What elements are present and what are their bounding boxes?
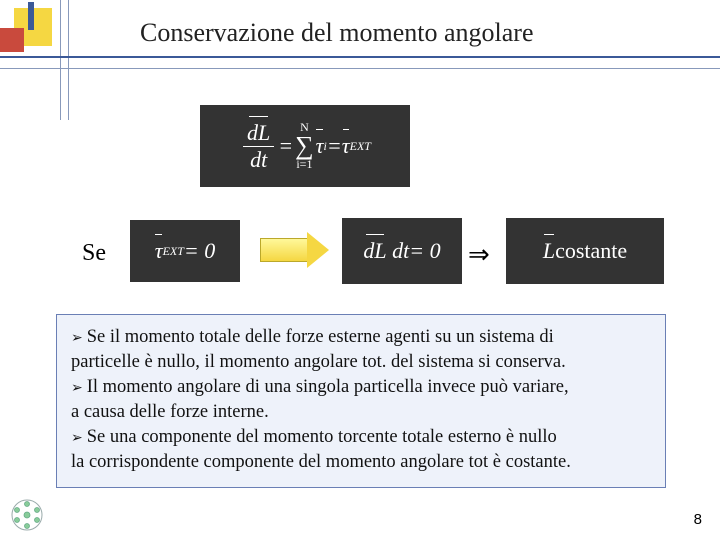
vec-dL: dL xyxy=(247,120,270,146)
horizontal-rule-thin xyxy=(0,68,720,69)
bullet-box: ➢Se il momento totale delle forze estern… xyxy=(56,314,666,488)
vec-dL-2: dL xyxy=(363,238,386,264)
bullet-icon: ➢ xyxy=(71,329,83,345)
equation-dl-zero: dL dt = 0 xyxy=(342,218,462,284)
equals-1: = xyxy=(278,133,293,159)
arrow-icon xyxy=(260,232,330,268)
vertical-ruler-1 xyxy=(60,0,61,120)
red-square xyxy=(0,28,24,52)
summation: N ∑ i=1 xyxy=(295,120,314,172)
bullet-icon: ➢ xyxy=(71,429,83,445)
equation-l-constant: L costante xyxy=(506,218,664,284)
bullet-2a: Il momento angolare di una singola parti… xyxy=(87,377,569,397)
dl-rhs: = 0 xyxy=(409,238,440,264)
logo-icon xyxy=(10,498,44,532)
horizontal-rule-thick xyxy=(0,56,720,58)
vec-tau-i: τ xyxy=(316,133,324,159)
bullet-1a: Se il momento totale delle forze esterne… xyxy=(87,327,554,347)
bullet-icon: ➢ xyxy=(71,379,83,395)
blue-bar xyxy=(28,2,34,30)
slide-title: Conservazione del momento angolare xyxy=(140,18,533,48)
dt-2: dt xyxy=(392,238,409,263)
vec-tau-ext: τ xyxy=(342,133,350,159)
sum-bottom: i=1 xyxy=(296,157,312,172)
equation-main: dL dt = N ∑ i=1 τi = τEXT xyxy=(200,105,410,187)
bullet-2b: a causa delle forze interne. xyxy=(71,400,651,425)
costante-text: costante xyxy=(555,238,627,264)
equation-tau-zero: τEXT = 0 xyxy=(130,220,240,282)
dt: dt xyxy=(246,147,271,173)
tau-sup-ext: EXT xyxy=(350,139,371,154)
se-label: Se xyxy=(82,240,106,267)
vec-L: L xyxy=(543,238,555,264)
vertical-ruler-2 xyxy=(68,0,69,120)
bullet-3b: la corrispondente componente del momento… xyxy=(71,450,651,475)
bullet-3a: Se una componente del momento torcente t… xyxy=(87,427,557,447)
equals-2: = xyxy=(327,133,342,159)
tau-z-rhs: = 0 xyxy=(184,238,215,264)
corner-decoration xyxy=(0,0,60,540)
tau-z-sup: EXT xyxy=(163,244,184,259)
vec-tau-z: τ xyxy=(155,238,163,264)
bullet-1b: particelle è nullo, il momento angolare … xyxy=(71,350,651,375)
implies-symbol: ⇒ xyxy=(468,240,490,270)
page-number: 8 xyxy=(694,511,702,528)
